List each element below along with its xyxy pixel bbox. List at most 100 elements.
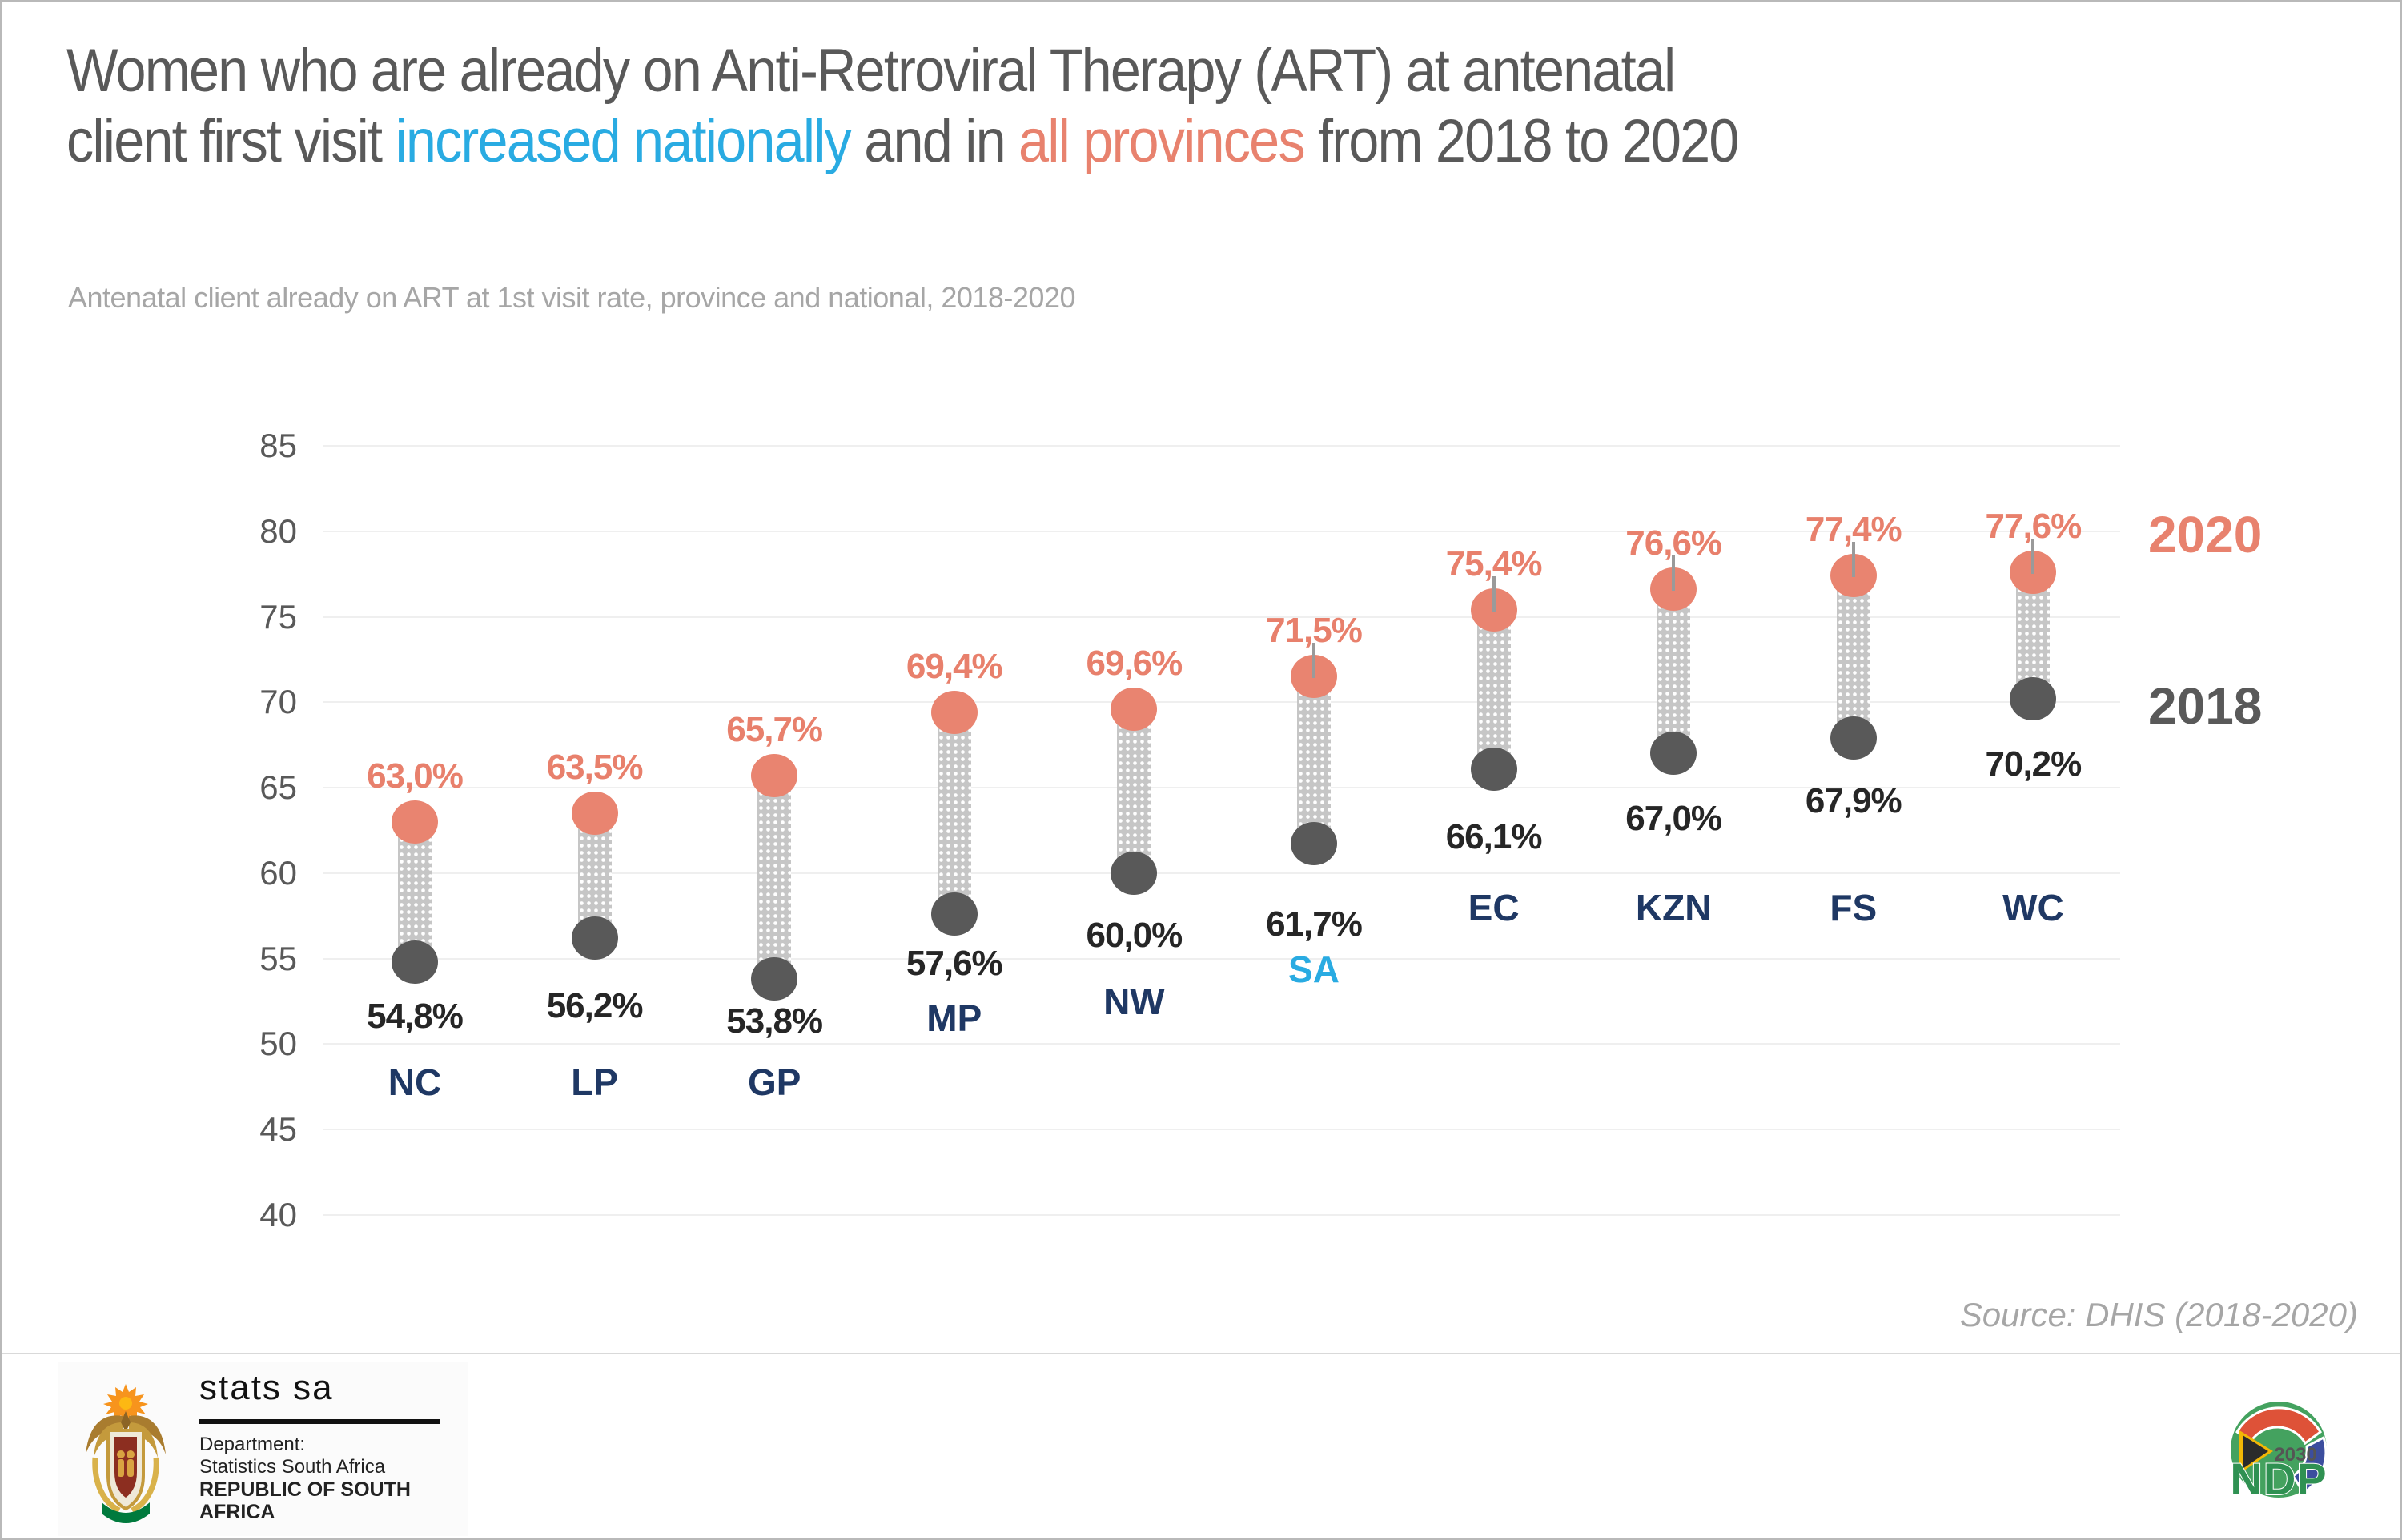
value-label-2018: 66,1% (1445, 817, 1543, 856)
point-2018 (1650, 732, 1697, 776)
statssa-wordmark: stats sa (199, 1368, 334, 1407)
y-gridline (323, 445, 2120, 447)
y-axis-tick-label: 80 (259, 511, 297, 550)
category-label: FS (1830, 887, 1878, 928)
y-gridline (323, 701, 2120, 704)
coat-of-arms-icon (86, 1384, 166, 1523)
connector-band (1657, 589, 1691, 754)
value-label-2020: 75,4% (1445, 543, 1543, 584)
ndp-text: NDP (2230, 1454, 2327, 1504)
value-label-2018: 53,8% (726, 1001, 823, 1041)
ndp-year: 2030 (2274, 1444, 2316, 1466)
statssa-text-block: stats sa Department: Statistics South Af… (199, 1368, 468, 1523)
y-axis-tick-label: 40 (259, 1195, 297, 1233)
leader-tick (2031, 538, 2035, 574)
y-gridline (323, 1043, 2120, 1045)
category-label: EC (1468, 887, 1520, 928)
connector-band (398, 821, 432, 962)
statssa-dept-line2: Statistics South Africa (199, 1456, 386, 1478)
title-highlight-provinces: all provinces (1018, 107, 1306, 175)
point-2020 (751, 754, 798, 798)
connector-band (1297, 676, 1331, 844)
connector-band (937, 712, 971, 914)
value-label-2020: 69,4% (906, 647, 1003, 687)
point-2018 (930, 892, 978, 936)
point-2018 (2010, 676, 2057, 720)
point-2020 (930, 691, 978, 735)
source-note: Source: DHIS (2018-2020) (1959, 1296, 2358, 1333)
value-label-2020: 63,0% (367, 756, 464, 796)
footer-divider (2, 1353, 2400, 1354)
y-axis-tick-label: 65 (259, 768, 297, 806)
category-label: WC (2002, 887, 2064, 928)
value-label-2020: 65,7% (726, 710, 823, 750)
statssa-dept-line1: Department: (199, 1434, 306, 1455)
category-label: KZN (1635, 887, 1712, 928)
category-label: NW (1103, 981, 1165, 1022)
y-axis-tick-label: 85 (259, 427, 297, 464)
connector-band (1117, 708, 1151, 873)
title-segment: client first visit (66, 107, 396, 175)
title-line-2: client first visit increased nationally … (66, 106, 1739, 177)
value-label-2018: 54,8% (367, 997, 464, 1036)
y-gridline (323, 530, 2120, 532)
value-label-2018: 67,0% (1625, 799, 1722, 838)
ndp-2030-logo: 2030 NDP (2229, 1402, 2328, 1505)
title-segment: from 2018 to 2020 (1303, 107, 1739, 175)
point-2020 (1111, 687, 1158, 731)
leader-tick (1672, 555, 1676, 592)
category-label: MP (926, 997, 982, 1039)
category-label: LP (571, 1061, 618, 1103)
y-axis-tick-label: 75 (259, 597, 297, 636)
y-gridline (323, 1129, 2120, 1130)
point-2018 (751, 957, 798, 1001)
statssa-underline (199, 1419, 440, 1424)
point-2018 (1291, 822, 1337, 866)
value-label-2020: 76,6% (1625, 523, 1722, 563)
point-2020 (571, 792, 618, 836)
y-axis-tick-label: 70 (259, 683, 297, 721)
leader-tick (1312, 643, 1315, 679)
title-highlight-national: increased nationally (395, 107, 851, 175)
title-line-1: Women who are already on Anti-Retroviral… (66, 37, 1676, 105)
statssa-dept-line3: REPUBLIC OF SOUTH AFRICA (199, 1478, 411, 1523)
y-axis-tick-label: 50 (259, 1025, 297, 1063)
value-label-2020: 77,4% (1805, 510, 1902, 550)
value-label-2020: 69,6% (1086, 643, 1183, 683)
statssa-logo-block: stats sa Department: Statistics South Af… (58, 1362, 468, 1536)
value-label-2018: 60,0% (1086, 916, 1183, 955)
chart-subtitle: Antenatal client already on ART at 1st v… (68, 281, 1076, 314)
point-2018 (571, 916, 618, 960)
value-label-2018: 70,2% (1985, 744, 2083, 784)
y-axis-tick-label: 55 (259, 939, 297, 977)
connector-band (1836, 575, 1870, 739)
leader-tick (1851, 542, 1855, 578)
y-gridline (323, 787, 2120, 788)
point-2018 (1111, 851, 1158, 895)
y-axis-tick-label: 45 (259, 1110, 297, 1148)
page-title: Women who are already on Anti-Retroviral… (66, 36, 1924, 177)
point-2018 (1470, 747, 1517, 791)
title-segment: and in (850, 107, 1019, 175)
legend-2020-label: 2020 (2148, 506, 2263, 563)
category-label: NC (388, 1061, 442, 1103)
value-label-2018: 56,2% (546, 986, 644, 1025)
value-label-2020: 71,5% (1266, 611, 1363, 651)
point-2018 (392, 940, 438, 984)
value-label-2020: 63,5% (546, 748, 644, 788)
category-label: GP (747, 1061, 801, 1103)
y-gridline (323, 957, 2120, 960)
y-gridline (323, 872, 2120, 874)
value-label-2020: 77,6% (1985, 506, 2083, 546)
y-gridline (323, 1213, 2120, 1216)
connector-band (757, 776, 792, 980)
value-label-2018: 61,7% (1266, 904, 1363, 944)
leader-tick (1492, 575, 1496, 612)
value-label-2018: 57,6% (906, 944, 1003, 983)
point-2018 (1830, 716, 1877, 760)
point-2020 (392, 800, 438, 844)
value-label-2018: 67,9% (1805, 781, 1902, 820)
connector-band (1476, 609, 1511, 769)
